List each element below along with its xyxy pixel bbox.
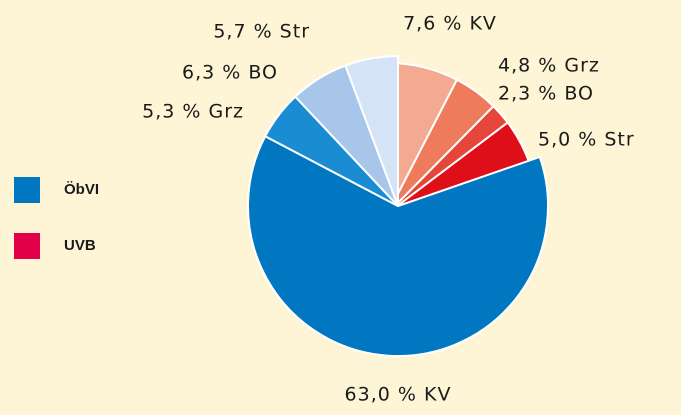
slice-label: 5,0 % Str bbox=[538, 129, 635, 151]
slice-label: 5,3 % Grz bbox=[142, 101, 244, 123]
legend-label: ÖbVI bbox=[64, 181, 99, 198]
slice-label: 5,7 % Str bbox=[213, 21, 310, 43]
pie-slice bbox=[247, 134, 549, 357]
slice-label: 4,8 % Grz bbox=[498, 55, 600, 77]
slice-label: 2,3 % BO bbox=[498, 83, 594, 105]
legend-swatch bbox=[14, 177, 40, 203]
legend-swatch bbox=[14, 233, 40, 259]
slice-label: 7,6 % KV bbox=[403, 13, 497, 35]
legend-label: UVB bbox=[64, 237, 96, 254]
pie-slice bbox=[344, 54, 399, 207]
slice-label: 6,3 % BO bbox=[182, 62, 278, 84]
slice-label: 63,0 % KV bbox=[345, 384, 452, 406]
